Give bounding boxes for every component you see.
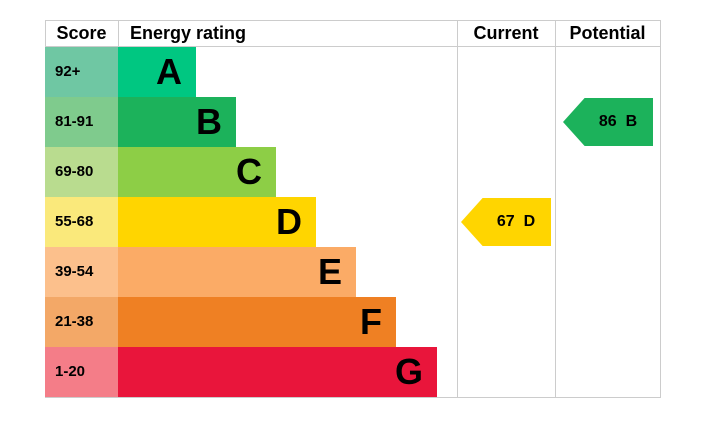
score-range-e: 39-54: [45, 247, 118, 297]
score-range-a: 92+: [45, 47, 118, 97]
band-bar-d: D: [118, 197, 316, 247]
band-bar-g: G: [118, 347, 437, 397]
table-right-border: [660, 20, 661, 398]
score-energy-divider: [118, 20, 119, 47]
band-row-g: 1-20 G: [45, 347, 437, 397]
score-range-f: 21-38: [45, 297, 118, 347]
band-row-c: 69-80 C: [45, 147, 276, 197]
energy-current-divider: [457, 20, 458, 398]
band-bar-b: B: [118, 97, 236, 147]
potential-rating-arrow: 86 B: [563, 98, 653, 146]
potential-column-header: Potential: [569, 23, 646, 43]
score-range-b: 81-91: [45, 97, 118, 147]
current-column-header: Current: [473, 23, 539, 43]
current-potential-divider: [555, 20, 556, 398]
score-range-c: 69-80: [45, 147, 118, 197]
band-row-e: 39-54 E: [45, 247, 356, 297]
band-bar-f: F: [118, 297, 396, 347]
energy-rating-column-header: Energy rating: [130, 23, 247, 43]
current-rating-band: D: [523, 213, 536, 230]
potential-rating-band: B: [625, 113, 638, 130]
header-underline: [45, 46, 661, 47]
potential-rating-score: 86: [598, 113, 617, 130]
score-range-d: 55-68: [45, 197, 118, 247]
band-row-f: 21-38 F: [45, 297, 396, 347]
current-rating-arrow: 67 D: [461, 198, 551, 246]
table-left-border: [45, 20, 46, 47]
band-bar-c: C: [118, 147, 276, 197]
current-rating-score: 67: [496, 213, 515, 230]
band-bar-e: E: [118, 247, 356, 297]
band-bar-a: A: [118, 47, 196, 97]
table-bottom-border: [45, 397, 661, 398]
table-top-border: [45, 20, 661, 21]
band-row-b: 81-91 B: [45, 97, 236, 147]
score-column-header: Score: [56, 23, 107, 43]
band-row-a: 92+ A: [45, 47, 196, 97]
score-range-g: 1-20: [45, 347, 118, 397]
band-row-d: 55-68 D: [45, 197, 316, 247]
